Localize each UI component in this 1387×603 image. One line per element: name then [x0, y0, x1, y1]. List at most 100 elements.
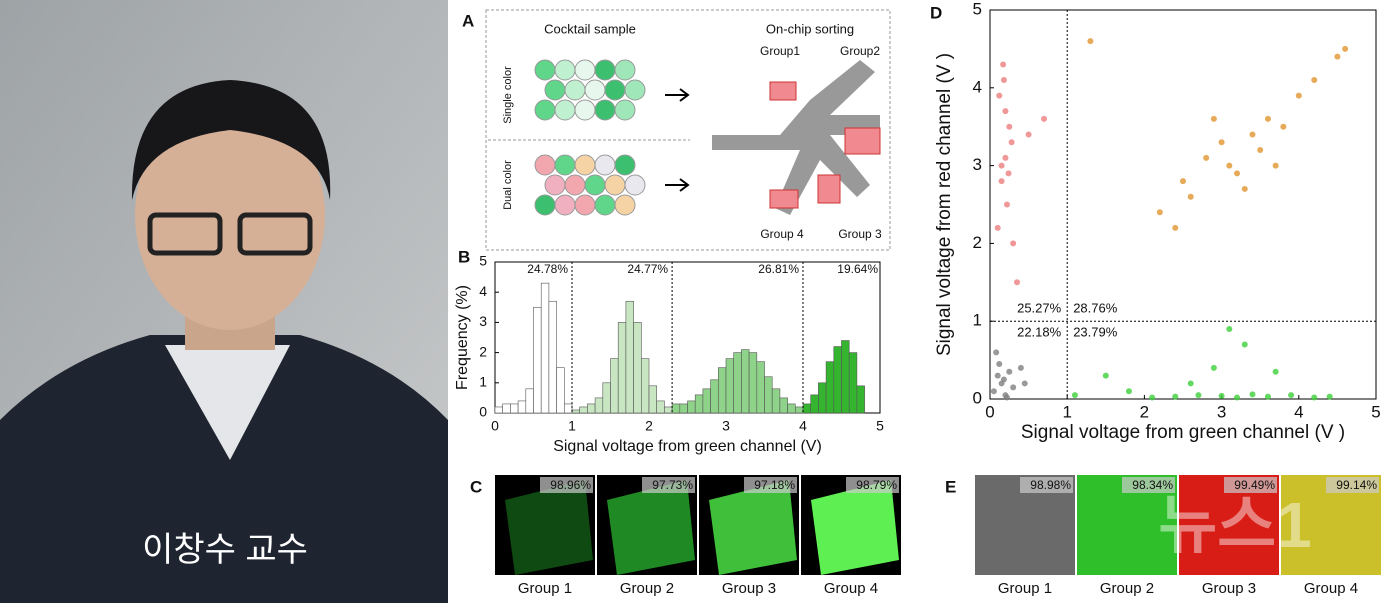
bar [818, 382, 827, 414]
point [996, 360, 1003, 367]
tile-label: Group 1 [998, 580, 1052, 597]
tile-percent: 98.34% [1132, 478, 1173, 492]
point [1008, 139, 1015, 146]
point [1002, 154, 1009, 161]
x-tick-label: 2 [645, 418, 653, 434]
point [1311, 394, 1318, 401]
x-tick-label: 4 [799, 418, 807, 434]
bead [564, 79, 586, 101]
point [1234, 394, 1241, 401]
bar [756, 361, 765, 414]
point [1187, 193, 1194, 200]
group-label: Group2 [840, 44, 880, 58]
point [1272, 368, 1279, 375]
panel-a-title: Cocktail sample [544, 21, 636, 36]
bar [679, 403, 688, 414]
point [1003, 394, 1010, 401]
bead [574, 194, 596, 216]
bar [733, 352, 742, 414]
bar [833, 346, 842, 414]
bead [574, 154, 596, 176]
bead [614, 154, 636, 176]
point [1025, 131, 1032, 138]
point [1264, 115, 1271, 122]
y-axis-label: Frequency (%) [454, 285, 471, 390]
tile-label: Group 2 [1100, 580, 1154, 597]
point [994, 372, 1001, 379]
x-axis-label: Signal voltage from green channel (V) [553, 438, 822, 455]
bar [563, 403, 573, 414]
point [1272, 162, 1279, 169]
bead [534, 59, 556, 81]
bar [687, 400, 696, 414]
point [1156, 209, 1163, 216]
bar [694, 394, 704, 414]
bead [614, 194, 636, 216]
bead [584, 79, 606, 101]
point [1218, 392, 1225, 399]
panel-letter: C [470, 477, 482, 496]
bead [544, 174, 566, 196]
point [1172, 393, 1179, 400]
bead [624, 79, 646, 101]
percent-bg [744, 477, 797, 493]
y-tick-label: 3 [479, 313, 487, 329]
x-tick-label: 3 [722, 418, 730, 434]
point [1021, 380, 1028, 387]
panel-letter: A [462, 11, 474, 30]
bar [848, 352, 858, 414]
point [1000, 61, 1007, 68]
bar [856, 385, 865, 414]
point [1000, 77, 1007, 84]
tile-label: Group 1 [518, 580, 572, 597]
tile-percent: 98.79% [856, 478, 897, 492]
photo: 이창수 교수 [0, 0, 448, 603]
x-tick-label: 3 [1217, 402, 1226, 421]
bead [564, 174, 586, 196]
bar [717, 367, 727, 414]
annotation: 19.64% [837, 262, 878, 276]
point [1014, 279, 1021, 286]
point [1180, 178, 1186, 185]
bar [502, 403, 511, 414]
bar [741, 349, 750, 414]
bead [594, 194, 616, 216]
quadrant-label: 22.18% [1017, 325, 1062, 340]
annotation: 26.81% [758, 262, 799, 276]
bar [617, 322, 627, 414]
arrow [665, 88, 690, 192]
point [1257, 147, 1264, 154]
point [1000, 376, 1007, 383]
photo-caption: 이창수 교수 [142, 531, 308, 569]
x-tick-label: 1 [568, 418, 576, 434]
group-label: Group 4 [760, 227, 804, 241]
plot-frame [989, 9, 1377, 400]
bar [517, 400, 527, 414]
bar [779, 397, 788, 414]
x-tick-label: 4 [1294, 402, 1303, 421]
point [1187, 380, 1194, 387]
tile-cells [607, 480, 695, 575]
bead [534, 154, 556, 176]
point [1041, 115, 1048, 122]
group-label: Group 3 [838, 227, 882, 241]
bead [594, 99, 616, 121]
bead [594, 59, 616, 81]
y-tick-label: 2 [479, 343, 487, 359]
point [1326, 393, 1333, 400]
tile-cells [811, 480, 899, 575]
watermark: 뉴스1 [1158, 489, 1311, 561]
x-tick-label: 1 [1062, 402, 1071, 421]
bar [656, 400, 665, 414]
bar [748, 352, 758, 414]
y-tick-label: 1 [479, 374, 487, 390]
point [1006, 368, 1013, 375]
tile-percent: 99.49% [1234, 478, 1275, 492]
quadrant-label: 25.27% [1017, 301, 1062, 316]
bead [534, 194, 556, 216]
point [1125, 388, 1132, 395]
point [1010, 384, 1017, 391]
quadrant-label: 23.79% [1073, 325, 1118, 340]
bead [604, 174, 626, 196]
